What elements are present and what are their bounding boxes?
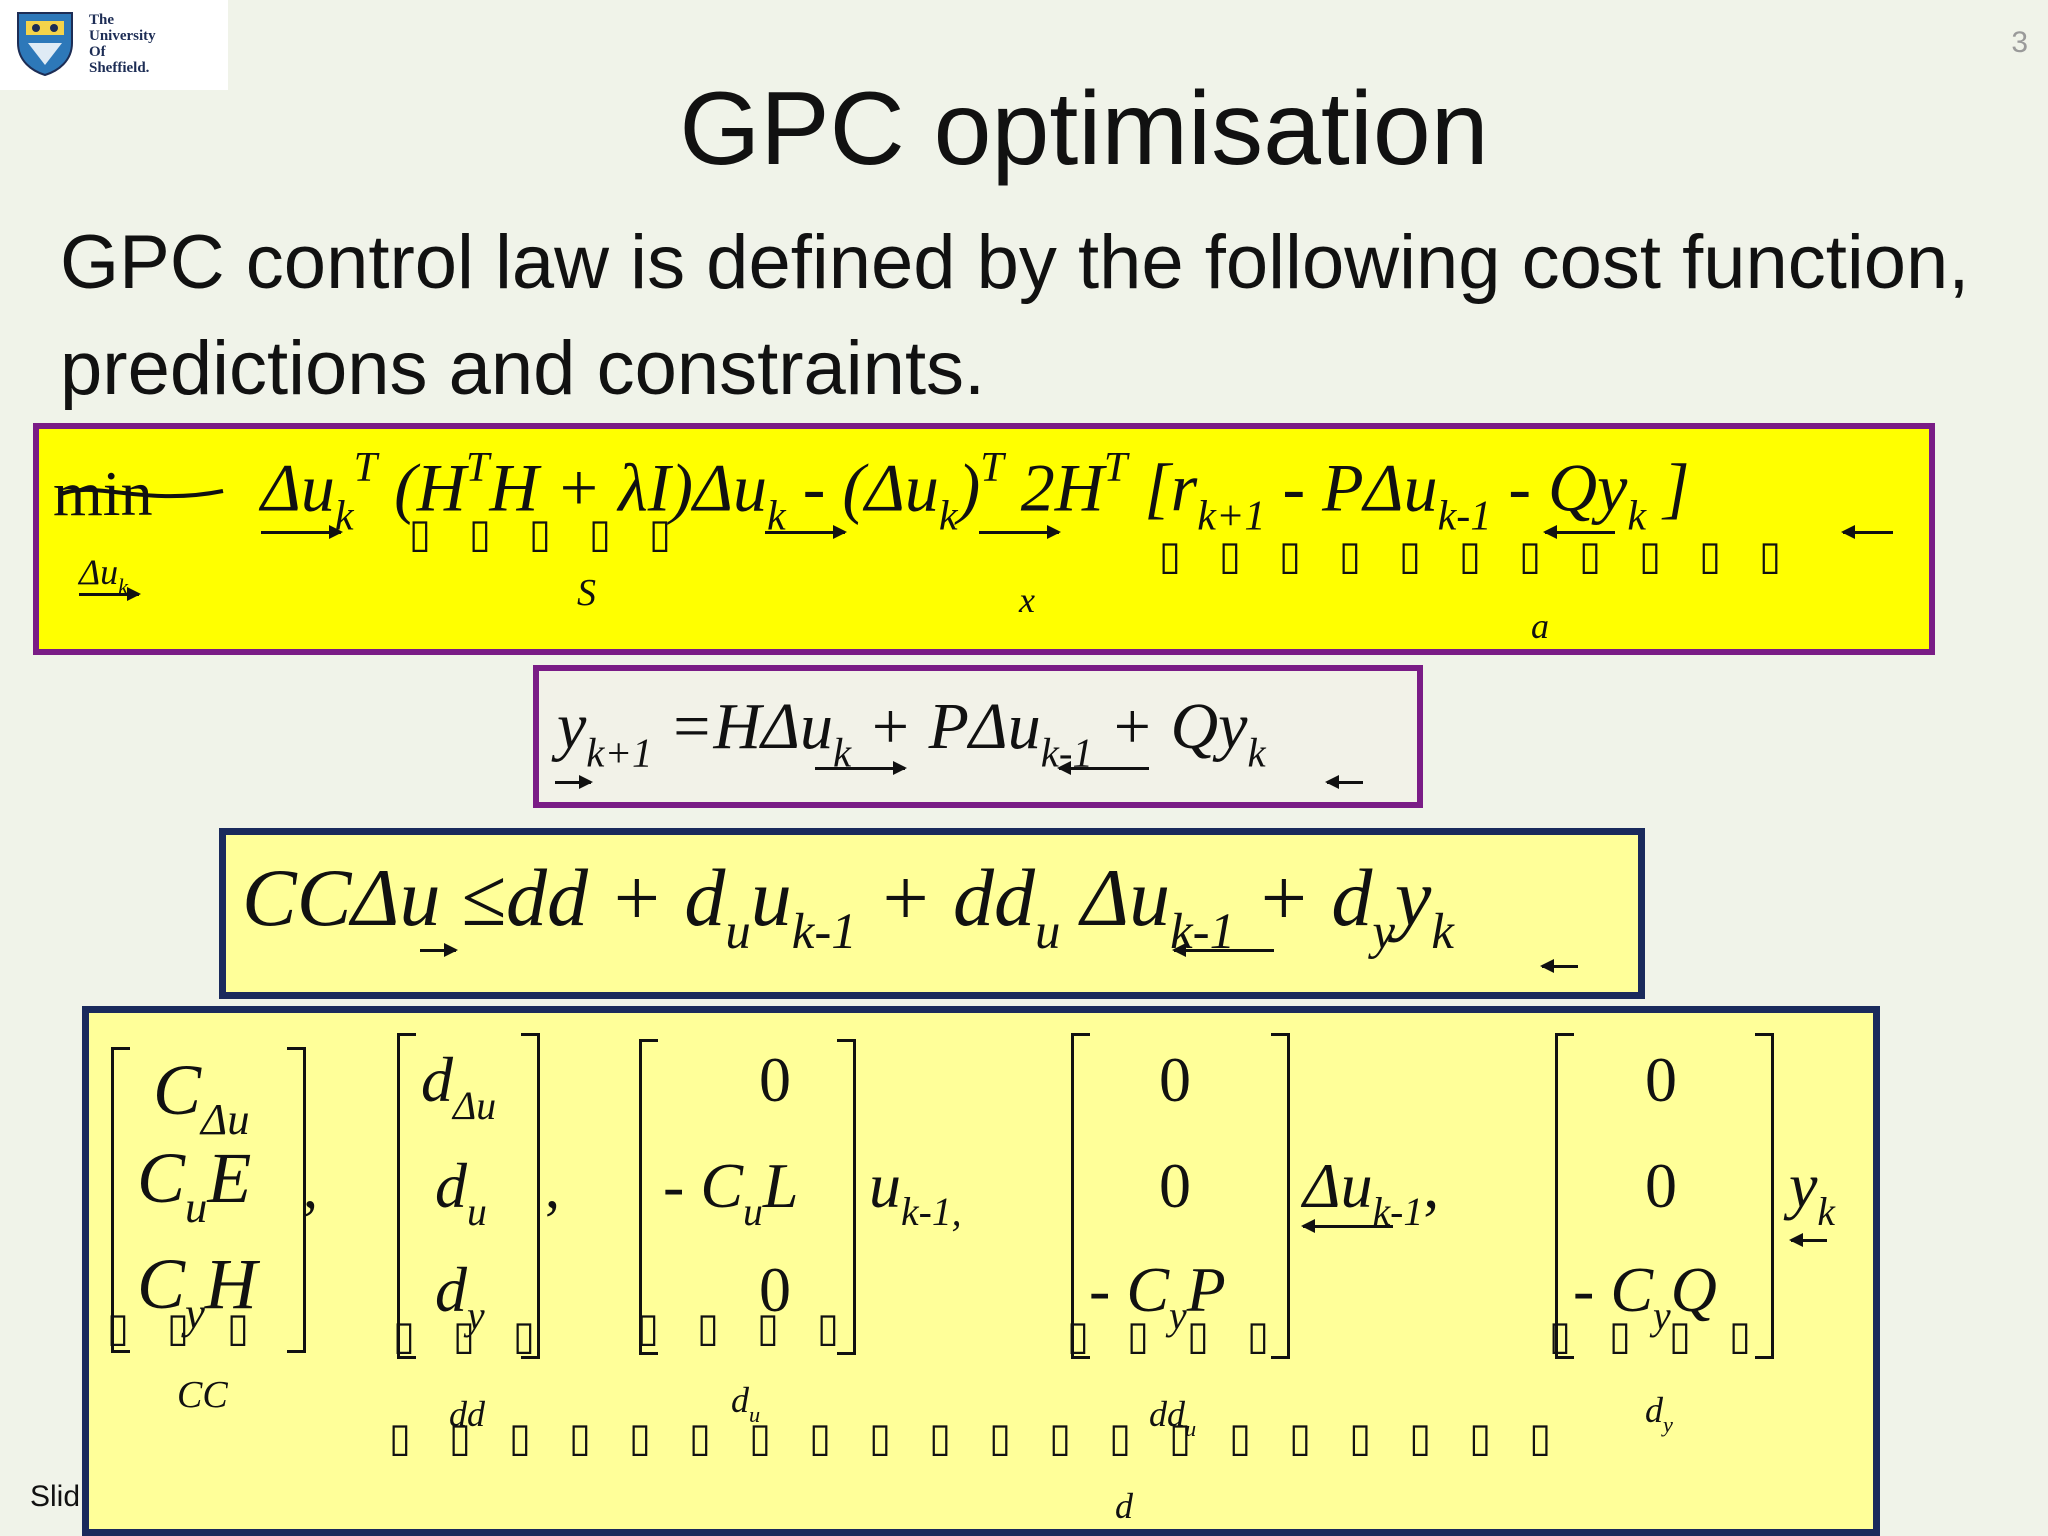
- university-logo: The University Of Sheffield.: [0, 0, 228, 90]
- placeholder-glyph-row: ▯▯▯▯: [637, 1305, 878, 1351]
- cc-row-3: CyH: [137, 1244, 257, 1339]
- vector-arrow: [815, 761, 907, 775]
- vector-arrow: [1301, 1219, 1393, 1233]
- du-row-2: - CuL: [663, 1150, 799, 1234]
- constraint-expression: CCΔu ≤dd + duuk-1 + ddu Δuk-1 + dyyk: [242, 852, 1454, 959]
- vector-arrow: [1543, 525, 1615, 539]
- left-bracket: [397, 1033, 416, 1359]
- vector-arrow: [1057, 761, 1149, 775]
- label-s: S: [577, 572, 596, 614]
- cost-function-box: min Δuk ΔukT (HTH + λI)Δuk - (Δuk)T 2HT …: [33, 423, 1935, 655]
- vector-arrow: [261, 525, 343, 539]
- right-bracket: [521, 1033, 540, 1359]
- label-a: a: [1531, 606, 1549, 646]
- cc-row-1: CΔu: [153, 1050, 250, 1145]
- label-du: du: [731, 1380, 761, 1428]
- placeholder-glyph-row: ▯▯▯▯▯: [409, 511, 710, 557]
- left-bracket: [1071, 1033, 1090, 1359]
- comma: ,: [545, 1154, 560, 1220]
- left-bracket: [1555, 1033, 1574, 1359]
- vector-arrow: [1325, 775, 1363, 789]
- vector-arrow: [555, 775, 593, 789]
- intro-paragraph: GPC control law is defined by the follow…: [60, 220, 1970, 411]
- vector-arrow: [1841, 525, 1893, 539]
- y-k: yk: [1789, 1150, 1836, 1234]
- delta-u-k-minus-1: Δuk-1,: [1303, 1150, 1440, 1234]
- u-k-minus-1: uk-1,: [869, 1150, 962, 1234]
- cc-row-2: CuE: [137, 1138, 252, 1233]
- vector-arrow: [1172, 943, 1274, 957]
- dy-row-3: - CyQ: [1573, 1254, 1717, 1338]
- dy-row-1: 0: [1645, 1044, 1677, 1115]
- dd-row-1: dΔu: [421, 1044, 497, 1128]
- prediction-equation-box: yk+1 =HΔuk + PΔuk-1 + Qyk: [533, 665, 1423, 808]
- du-row-3: 0: [759, 1254, 791, 1325]
- footer-text: Slid: [30, 1480, 81, 1513]
- ddu-row-1: 0: [1159, 1044, 1191, 1115]
- dd-row-2: du: [435, 1150, 487, 1234]
- placeholder-glyph-row: ▯▯▯▯: [1549, 1313, 1790, 1359]
- right-bracket: [1271, 1033, 1290, 1359]
- ddu-row-2: 0: [1159, 1150, 1191, 1221]
- placeholder-glyph-row: ▯▯▯: [107, 1305, 288, 1351]
- logo-wordmark: The University Of Sheffield.: [89, 12, 156, 76]
- min-subscript: Δuk: [79, 552, 129, 600]
- right-bracket: [1755, 1033, 1774, 1359]
- right-bracket: [287, 1047, 306, 1353]
- constraint-equation-box: CCΔu ≤dd + duuk-1 + ddu Δuk-1 + dyyk: [219, 828, 1645, 999]
- label-dy: dy: [1645, 1390, 1673, 1438]
- cost-expression: ΔukT (HTH + λI)Δuk - (Δuk)T 2HT [rk+1 - …: [261, 444, 1690, 540]
- ddu-row-3: - CyP: [1089, 1254, 1226, 1338]
- slide-number: 3: [2011, 26, 2028, 59]
- vector-arrow: [1540, 959, 1578, 973]
- vector-arrow: [979, 525, 1061, 539]
- dy-row-2: 0: [1645, 1150, 1677, 1221]
- label-d: d: [1115, 1486, 1133, 1526]
- vector-arrow: [420, 943, 458, 957]
- vector-arrow: [1789, 1233, 1827, 1247]
- left-bracket: [639, 1039, 658, 1355]
- prediction-expression: yk+1 =HΔuk + PΔuk-1 + Qyk: [557, 690, 1266, 776]
- placeholder-glyph-row: ▯▯▯▯▯▯▯▯▯▯▯: [1159, 533, 1820, 579]
- matrix-definitions-box: CΔu CuE CyH , dΔu du dy , 0 - CuL 0 uk-1…: [82, 1006, 1880, 1536]
- placeholder-glyph-row: ▯▯▯▯▯▯▯▯▯▯▯▯▯▯▯▯▯▯▯▯: [389, 1415, 1590, 1461]
- placeholder-glyph-row: ▯▯▯▯: [1067, 1313, 1308, 1359]
- label-cc: CC: [177, 1374, 228, 1416]
- min-strike-mark: [58, 487, 224, 499]
- label-ddu: ddu: [1149, 1394, 1197, 1442]
- right-bracket: [837, 1039, 856, 1355]
- vector-arrow: [765, 525, 847, 539]
- label-dd: dd: [449, 1394, 485, 1434]
- dd-row-3: dy: [435, 1254, 485, 1338]
- shield-crest-icon: [17, 12, 73, 77]
- du-row-1: 0: [759, 1044, 791, 1115]
- slide-title: GPC optimisation: [679, 71, 1489, 187]
- placeholder-glyph-row: ▯▯▯: [393, 1313, 574, 1359]
- left-bracket: [111, 1047, 130, 1353]
- comma: ,: [303, 1154, 318, 1220]
- vector-arrow: [79, 587, 141, 601]
- label-x: x: [1019, 580, 1035, 620]
